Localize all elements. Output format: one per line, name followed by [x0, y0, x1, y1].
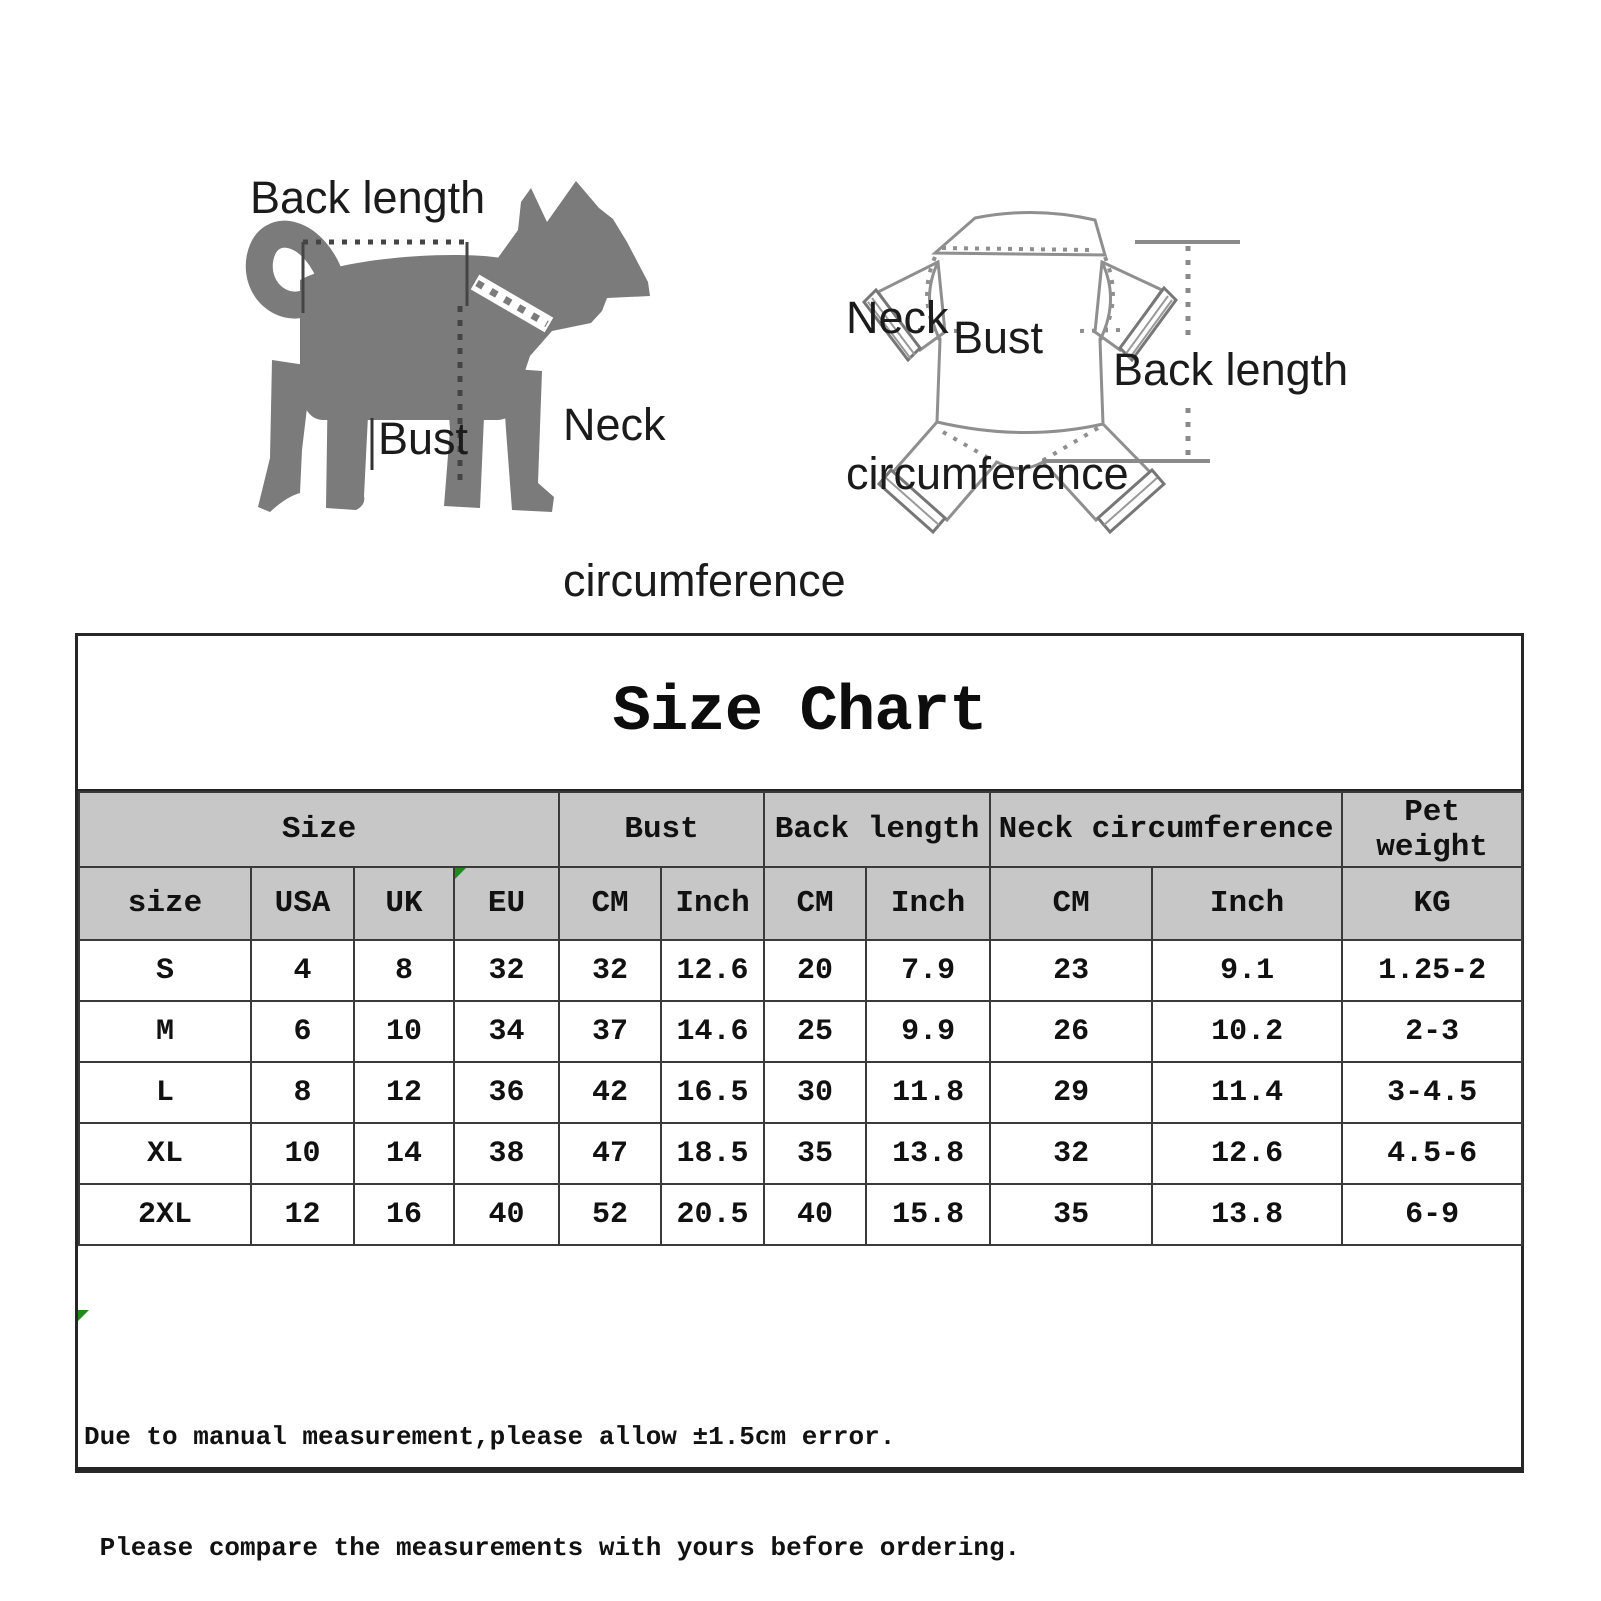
garment-collar-stitch: [941, 246, 1093, 252]
table-sub-header-row: size USA UK EU CM Inch CM Inch CM Inch K…: [78, 866, 1524, 941]
col-header-bust-inch: Inch: [660, 866, 766, 941]
col-header-back-inch: Inch: [865, 866, 992, 941]
dog-collar-dots: [475, 279, 549, 328]
group-header-bust: Bust: [558, 791, 766, 868]
right-bust-label: Bust: [953, 312, 1044, 363]
right-back-length-label: Back length: [1113, 344, 1349, 395]
table-row-2xl: 2XL 12 16 40 52 20.5 40 15.8 35 13.8 6-9: [78, 1183, 1524, 1246]
col-header-eu: EU: [452, 866, 561, 941]
title-row: Size Chart: [78, 636, 1521, 791]
group-header-neck-circumference: Neck circumference: [989, 791, 1344, 868]
notes-block: Due to manual measurement,please allow ±…: [78, 1308, 1521, 1601]
notes-corner-marker: [78, 1310, 89, 1321]
size-chart-sheet: Size Chart Size Bust Back length Neck ci…: [75, 633, 1524, 1563]
dog-silhouette-diagram: [245, 181, 650, 512]
group-header-size: Size: [77, 791, 561, 868]
note-line-2: Please compare the measurements with you…: [84, 1533, 1021, 1563]
dog-head: [490, 181, 650, 392]
page-title: Size Chart: [612, 676, 987, 749]
dog-tail: [245, 220, 346, 319]
col-header-neck-inch: Inch: [1151, 866, 1344, 941]
dog-front-leg-back: [444, 368, 486, 508]
dog-front-leg-front: [502, 368, 554, 512]
col-header-neck-cm: CM: [989, 866, 1154, 941]
col-header-back-cm: CM: [763, 866, 868, 941]
table-group-header-row: Size Bust Back length Neck circumference…: [77, 791, 1524, 868]
dog-rear-leg-front: [326, 372, 370, 510]
right-neck-circumference-label: Neck circumference: [846, 292, 1129, 499]
garment-crotch: [996, 460, 1044, 470]
group-header-back-length: Back length: [763, 791, 992, 868]
col-header-size: size: [78, 866, 252, 941]
left-back-length-label: Back length: [250, 172, 486, 223]
group-header-pet-weight: Pet weight: [1341, 791, 1524, 868]
left-neck-circumference-label: Neck circumference: [563, 399, 846, 606]
table-row-xl: XL 10 14 38 47 18.5 35 13.8 32 12.6 4.5-6: [78, 1122, 1524, 1185]
dog-rear-leg-back: [258, 360, 312, 512]
cell-corner-marker: [455, 868, 466, 879]
col-header-kg: KG: [1341, 866, 1524, 941]
garment-diagram: [862, 211, 1240, 535]
col-header-usa: USA: [250, 866, 355, 941]
garment-collar: [931, 211, 1107, 257]
left-bust-label: Bust: [378, 413, 469, 464]
col-header-uk: UK: [353, 866, 455, 941]
size-table: Size Bust Back length Neck circumference…: [77, 791, 1524, 1246]
col-header-bust-cm: CM: [558, 866, 663, 941]
note-line-1: Due to manual measurement,please allow ±…: [84, 1422, 896, 1452]
garment-leg-dots-left: [942, 430, 998, 465]
